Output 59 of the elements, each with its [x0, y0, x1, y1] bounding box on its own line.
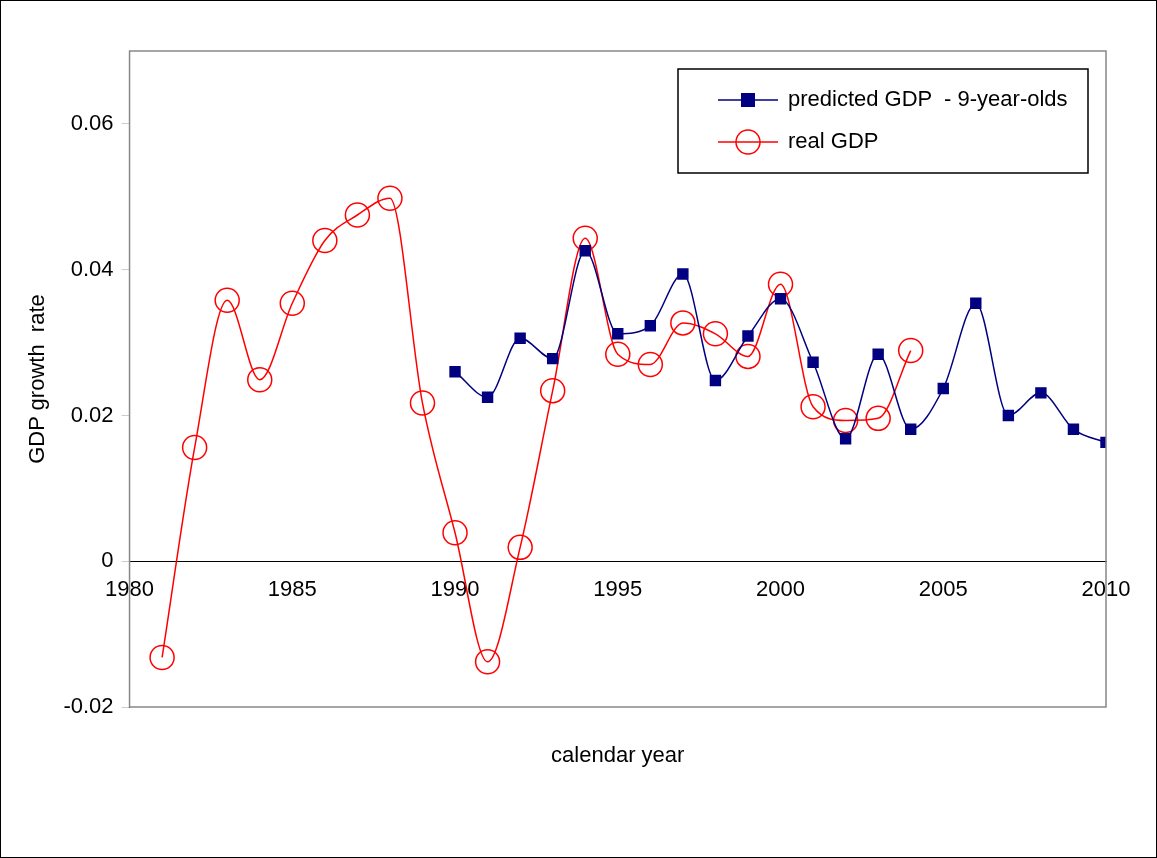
point [735, 343, 761, 370]
point [546, 352, 559, 365]
point [637, 351, 664, 378]
point [1035, 387, 1047, 399]
point [800, 393, 826, 420]
point [312, 227, 338, 254]
point [579, 245, 591, 257]
legend-label: predicted GDP - 9-year-olds [788, 86, 1068, 112]
point [149, 644, 175, 671]
point [970, 297, 982, 309]
point [839, 433, 852, 445]
y-tick-label: 0.02 [70, 401, 114, 427]
point [742, 330, 754, 342]
point [774, 293, 787, 305]
point [872, 348, 884, 360]
point [344, 202, 371, 228]
point [514, 332, 526, 344]
point [832, 407, 859, 434]
x-tick-label: 2010 [1081, 576, 1131, 602]
point [181, 434, 208, 461]
point [644, 320, 657, 332]
y-axis-title: GDP growth rate [24, 294, 50, 464]
point [677, 268, 689, 280]
y-tick-label: -0.02 [63, 693, 114, 719]
point [905, 423, 917, 435]
x-tick-label: 1985 [267, 576, 317, 602]
point [214, 287, 240, 314]
point [612, 328, 624, 340]
x-tick-label: 1995 [593, 576, 643, 602]
point [709, 374, 722, 387]
y-tick-label: 0.06 [70, 109, 114, 135]
point [246, 366, 273, 393]
point [442, 520, 468, 546]
point [865, 405, 891, 432]
point [937, 382, 949, 395]
point [807, 356, 819, 368]
y-tick-label: 0 [101, 547, 114, 573]
point [670, 310, 696, 336]
point [481, 391, 494, 403]
point [605, 341, 631, 367]
y-tick-label: 0.04 [70, 255, 114, 281]
point [507, 534, 533, 561]
point [409, 390, 436, 416]
legend-label: real GDP [788, 128, 879, 154]
point [449, 366, 461, 378]
x-tick-label: 1980 [105, 576, 155, 602]
x-axis-title: calendar year [551, 742, 685, 768]
x-tick-label: 2005 [918, 576, 968, 602]
x-tick-label: 2000 [756, 576, 805, 602]
point [377, 185, 403, 211]
point [539, 377, 566, 404]
point [279, 290, 306, 316]
point [767, 271, 794, 297]
point [474, 649, 501, 675]
point [1067, 423, 1080, 435]
point [897, 337, 924, 364]
point [572, 225, 598, 252]
point [1002, 409, 1015, 422]
point [702, 321, 729, 347]
